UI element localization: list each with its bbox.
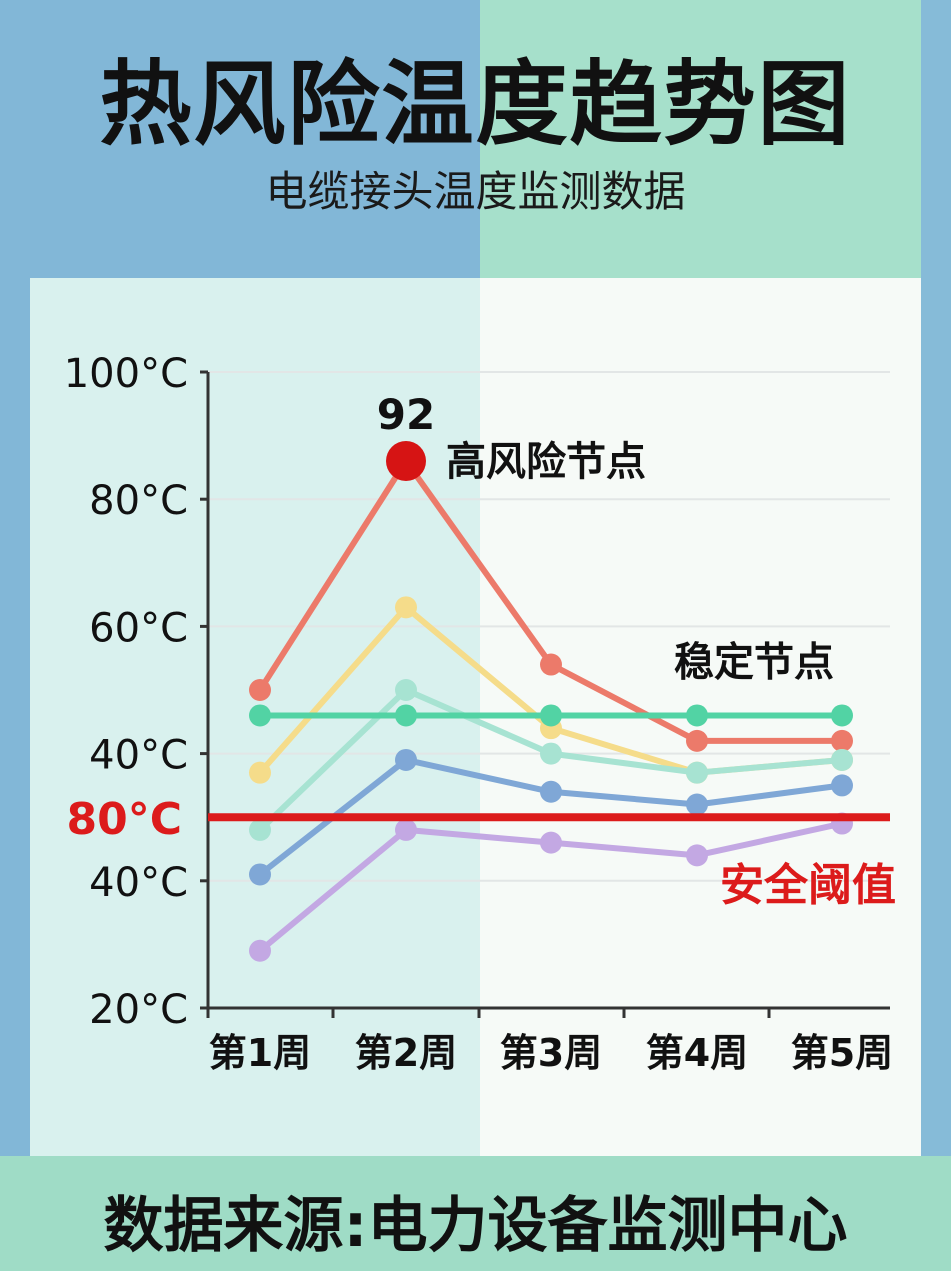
peak-value-label: 92 (377, 390, 435, 439)
data-point-blue (249, 863, 271, 886)
y-tick-label: 80°C (89, 478, 188, 524)
data-source-text: 数据来源:电力设备监测中心 (103, 1191, 848, 1261)
data-point-red (831, 729, 853, 752)
threshold-note: 安全阈值 (720, 860, 896, 911)
y-tick-label: 60°C (89, 605, 188, 651)
y-tick-label: 100°C (64, 351, 188, 397)
data-point-teal (831, 748, 853, 771)
data-point-teal (395, 679, 417, 701)
data-point-teal (249, 818, 271, 841)
background-right-edge (921, 0, 951, 1271)
data-point-teal (686, 761, 708, 784)
data-point-green (395, 704, 417, 727)
y-tick-label: 20°C (89, 987, 188, 1033)
y-tick-label: 40°C (89, 733, 188, 779)
x-tick-label: 第1周 (209, 1031, 311, 1075)
data-point-green (831, 704, 853, 727)
peak-annotation: 高风险节点 (446, 439, 646, 485)
data-point-yellow (249, 761, 271, 784)
data-point-red (686, 729, 708, 752)
data-point-green (249, 704, 271, 727)
data-point-purple (249, 939, 271, 962)
data-point-yellow (395, 596, 417, 619)
data-point-blue (831, 774, 853, 797)
x-tick-label: 第5周 (791, 1031, 893, 1075)
x-tick-label: 第3周 (500, 1031, 602, 1075)
peak-marker (386, 441, 426, 482)
data-point-red (540, 653, 562, 676)
data-point-teal (540, 742, 562, 765)
x-tick-label: 第4周 (646, 1031, 748, 1075)
data-point-blue (540, 780, 562, 803)
data-point-purple (540, 831, 562, 854)
data-point-green (540, 704, 562, 727)
page-title: 热风险温度趋势图 (99, 51, 852, 158)
y-tick-label: 40°C (89, 860, 188, 906)
data-point-blue (686, 793, 708, 816)
series-line-red (257, 458, 845, 744)
page-subtitle: 电缆接头温度监测数据 (265, 167, 686, 216)
data-point-blue (395, 748, 417, 771)
data-point-green (686, 704, 708, 727)
data-point-red (249, 679, 271, 701)
data-point-purple (686, 844, 708, 867)
x-tick-label: 第2周 (355, 1031, 457, 1075)
footer-bar (0, 1156, 951, 1271)
threshold-label: 80°C (66, 794, 182, 845)
stable-annotation: 稳定节点 (674, 639, 834, 685)
data-point-purple (395, 818, 417, 841)
